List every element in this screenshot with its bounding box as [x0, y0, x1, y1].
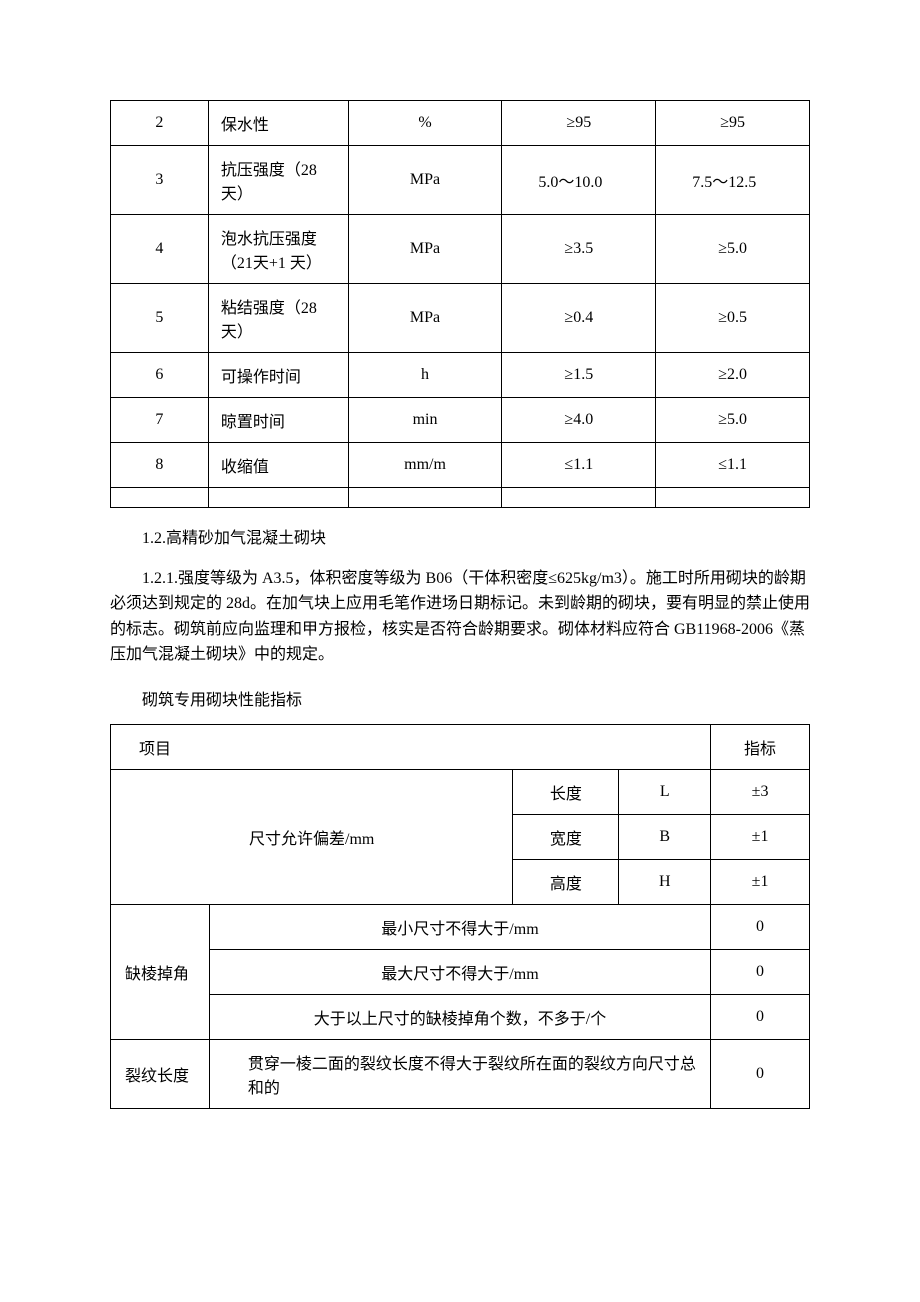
- dim-title: 尺寸允许偏差/mm: [111, 769, 513, 904]
- empty-row: [111, 488, 810, 508]
- row-name: 抗压强度（28 天）: [208, 146, 348, 215]
- table-2-caption: 砌筑专用砌块性能指标: [110, 686, 810, 710]
- block-performance-table: 项目 指标 尺寸允许偏差/mm 长度 L ±3 宽度 B ±1 高度 H ±1 …: [110, 724, 810, 1109]
- row-value-2: ≥2.0: [656, 353, 810, 398]
- table-row: 7晾置时间min≥4.0≥5.0: [111, 398, 810, 443]
- row-unit: MPa: [348, 215, 502, 284]
- dim-symbol-b: B: [619, 814, 711, 859]
- dim-name-height: 高度: [513, 859, 619, 904]
- row-index: 6: [111, 353, 209, 398]
- defect-desc-1: 最小尺寸不得大于/mm: [209, 904, 710, 949]
- row-value-2: ≥95: [656, 101, 810, 146]
- row-unit: MPa: [348, 284, 502, 353]
- row-unit: min: [348, 398, 502, 443]
- crack-row: 裂纹长度 贯穿一棱二面的裂纹长度不得大于裂纹所在面的裂纹方向尺寸总和的 0: [111, 1039, 810, 1108]
- dim-symbol-h: H: [619, 859, 711, 904]
- dim-name-length: 长度: [513, 769, 619, 814]
- row-value-1: ≥1.5: [502, 353, 656, 398]
- row-value-2: ≥5.0: [656, 215, 810, 284]
- row-index: 5: [111, 284, 209, 353]
- table-2-header-row: 项目 指标: [111, 724, 810, 769]
- table-row: 3抗压强度（28 天）MPa5.0～10.07.5～12.5: [111, 146, 810, 215]
- crack-title: 裂纹长度: [111, 1039, 210, 1108]
- defect-val-2: 0: [711, 949, 810, 994]
- row-value-2: 7.5～12.5: [656, 146, 810, 215]
- defect-desc-2: 最大尺寸不得大于/mm: [209, 949, 710, 994]
- defect-val-3: 0: [711, 994, 810, 1039]
- row-value-2: ≥5.0: [656, 398, 810, 443]
- parameters-table-1: 2保水性%≥95≥953抗压强度（28 天）MPa5.0～10.07.5～12.…: [110, 100, 810, 508]
- dim-val-b: ±1: [711, 814, 810, 859]
- row-unit: %: [348, 101, 502, 146]
- row-name: 晾置时间: [208, 398, 348, 443]
- row-name: 可操作时间: [208, 353, 348, 398]
- row-index: 8: [111, 443, 209, 488]
- section-1-2-1-paragraph: 1.2.1.强度等级为 A3.5，体积密度等级为 B06（干体积密度≤625kg…: [110, 566, 810, 668]
- dim-val-h: ±1: [711, 859, 810, 904]
- row-name: 保水性: [208, 101, 348, 146]
- row-index: 7: [111, 398, 209, 443]
- defect-row-3: 大于以上尺寸的缺棱掉角个数，不多于/个 0: [111, 994, 810, 1039]
- header-indicator: 指标: [711, 724, 810, 769]
- defect-val-1: 0: [711, 904, 810, 949]
- row-unit: h: [348, 353, 502, 398]
- crack-desc: 贯穿一棱二面的裂纹长度不得大于裂纹所在面的裂纹方向尺寸总和的: [209, 1039, 710, 1108]
- defect-row-1: 缺棱掉角 最小尺寸不得大于/mm 0: [111, 904, 810, 949]
- table-row: 8收缩值mm/m≤1.1≤1.1: [111, 443, 810, 488]
- crack-val: 0: [711, 1039, 810, 1108]
- table-row: 2保水性%≥95≥95: [111, 101, 810, 146]
- row-name: 收缩值: [208, 443, 348, 488]
- defect-row-2: 最大尺寸不得大于/mm 0: [111, 949, 810, 994]
- row-value-1: ≤1.1: [502, 443, 656, 488]
- row-value-1: 5.0～10.0: [502, 146, 656, 215]
- row-unit: MPa: [348, 146, 502, 215]
- table-row: 5粘结强度（28 天）MPa≥0.4≥0.5: [111, 284, 810, 353]
- row-value-2: ≥0.5: [656, 284, 810, 353]
- header-item: 项目: [111, 724, 711, 769]
- row-name: 粘结强度（28 天）: [208, 284, 348, 353]
- defect-title: 缺棱掉角: [111, 904, 210, 1039]
- row-index: 3: [111, 146, 209, 215]
- row-value-1: ≥95: [502, 101, 656, 146]
- row-value-1: ≥4.0: [502, 398, 656, 443]
- section-1-2-heading: 1.2.高精砂加气混凝土砌块: [110, 526, 810, 552]
- dim-name-width: 宽度: [513, 814, 619, 859]
- table-row: 4泡水抗压强度（21天+1 天）MPa≥3.5≥5.0: [111, 215, 810, 284]
- row-name: 泡水抗压强度（21天+1 天）: [208, 215, 348, 284]
- row-index: 2: [111, 101, 209, 146]
- table-row: 6可操作时间h≥1.5≥2.0: [111, 353, 810, 398]
- row-value-1: ≥3.5: [502, 215, 656, 284]
- row-unit: mm/m: [348, 443, 502, 488]
- dim-val-l: ±3: [711, 769, 810, 814]
- dim-symbol-l: L: [619, 769, 711, 814]
- row-value-2: ≤1.1: [656, 443, 810, 488]
- dim-row-length: 尺寸允许偏差/mm 长度 L ±3: [111, 769, 810, 814]
- defect-desc-3: 大于以上尺寸的缺棱掉角个数，不多于/个: [209, 994, 710, 1039]
- row-value-1: ≥0.4: [502, 284, 656, 353]
- row-index: 4: [111, 215, 209, 284]
